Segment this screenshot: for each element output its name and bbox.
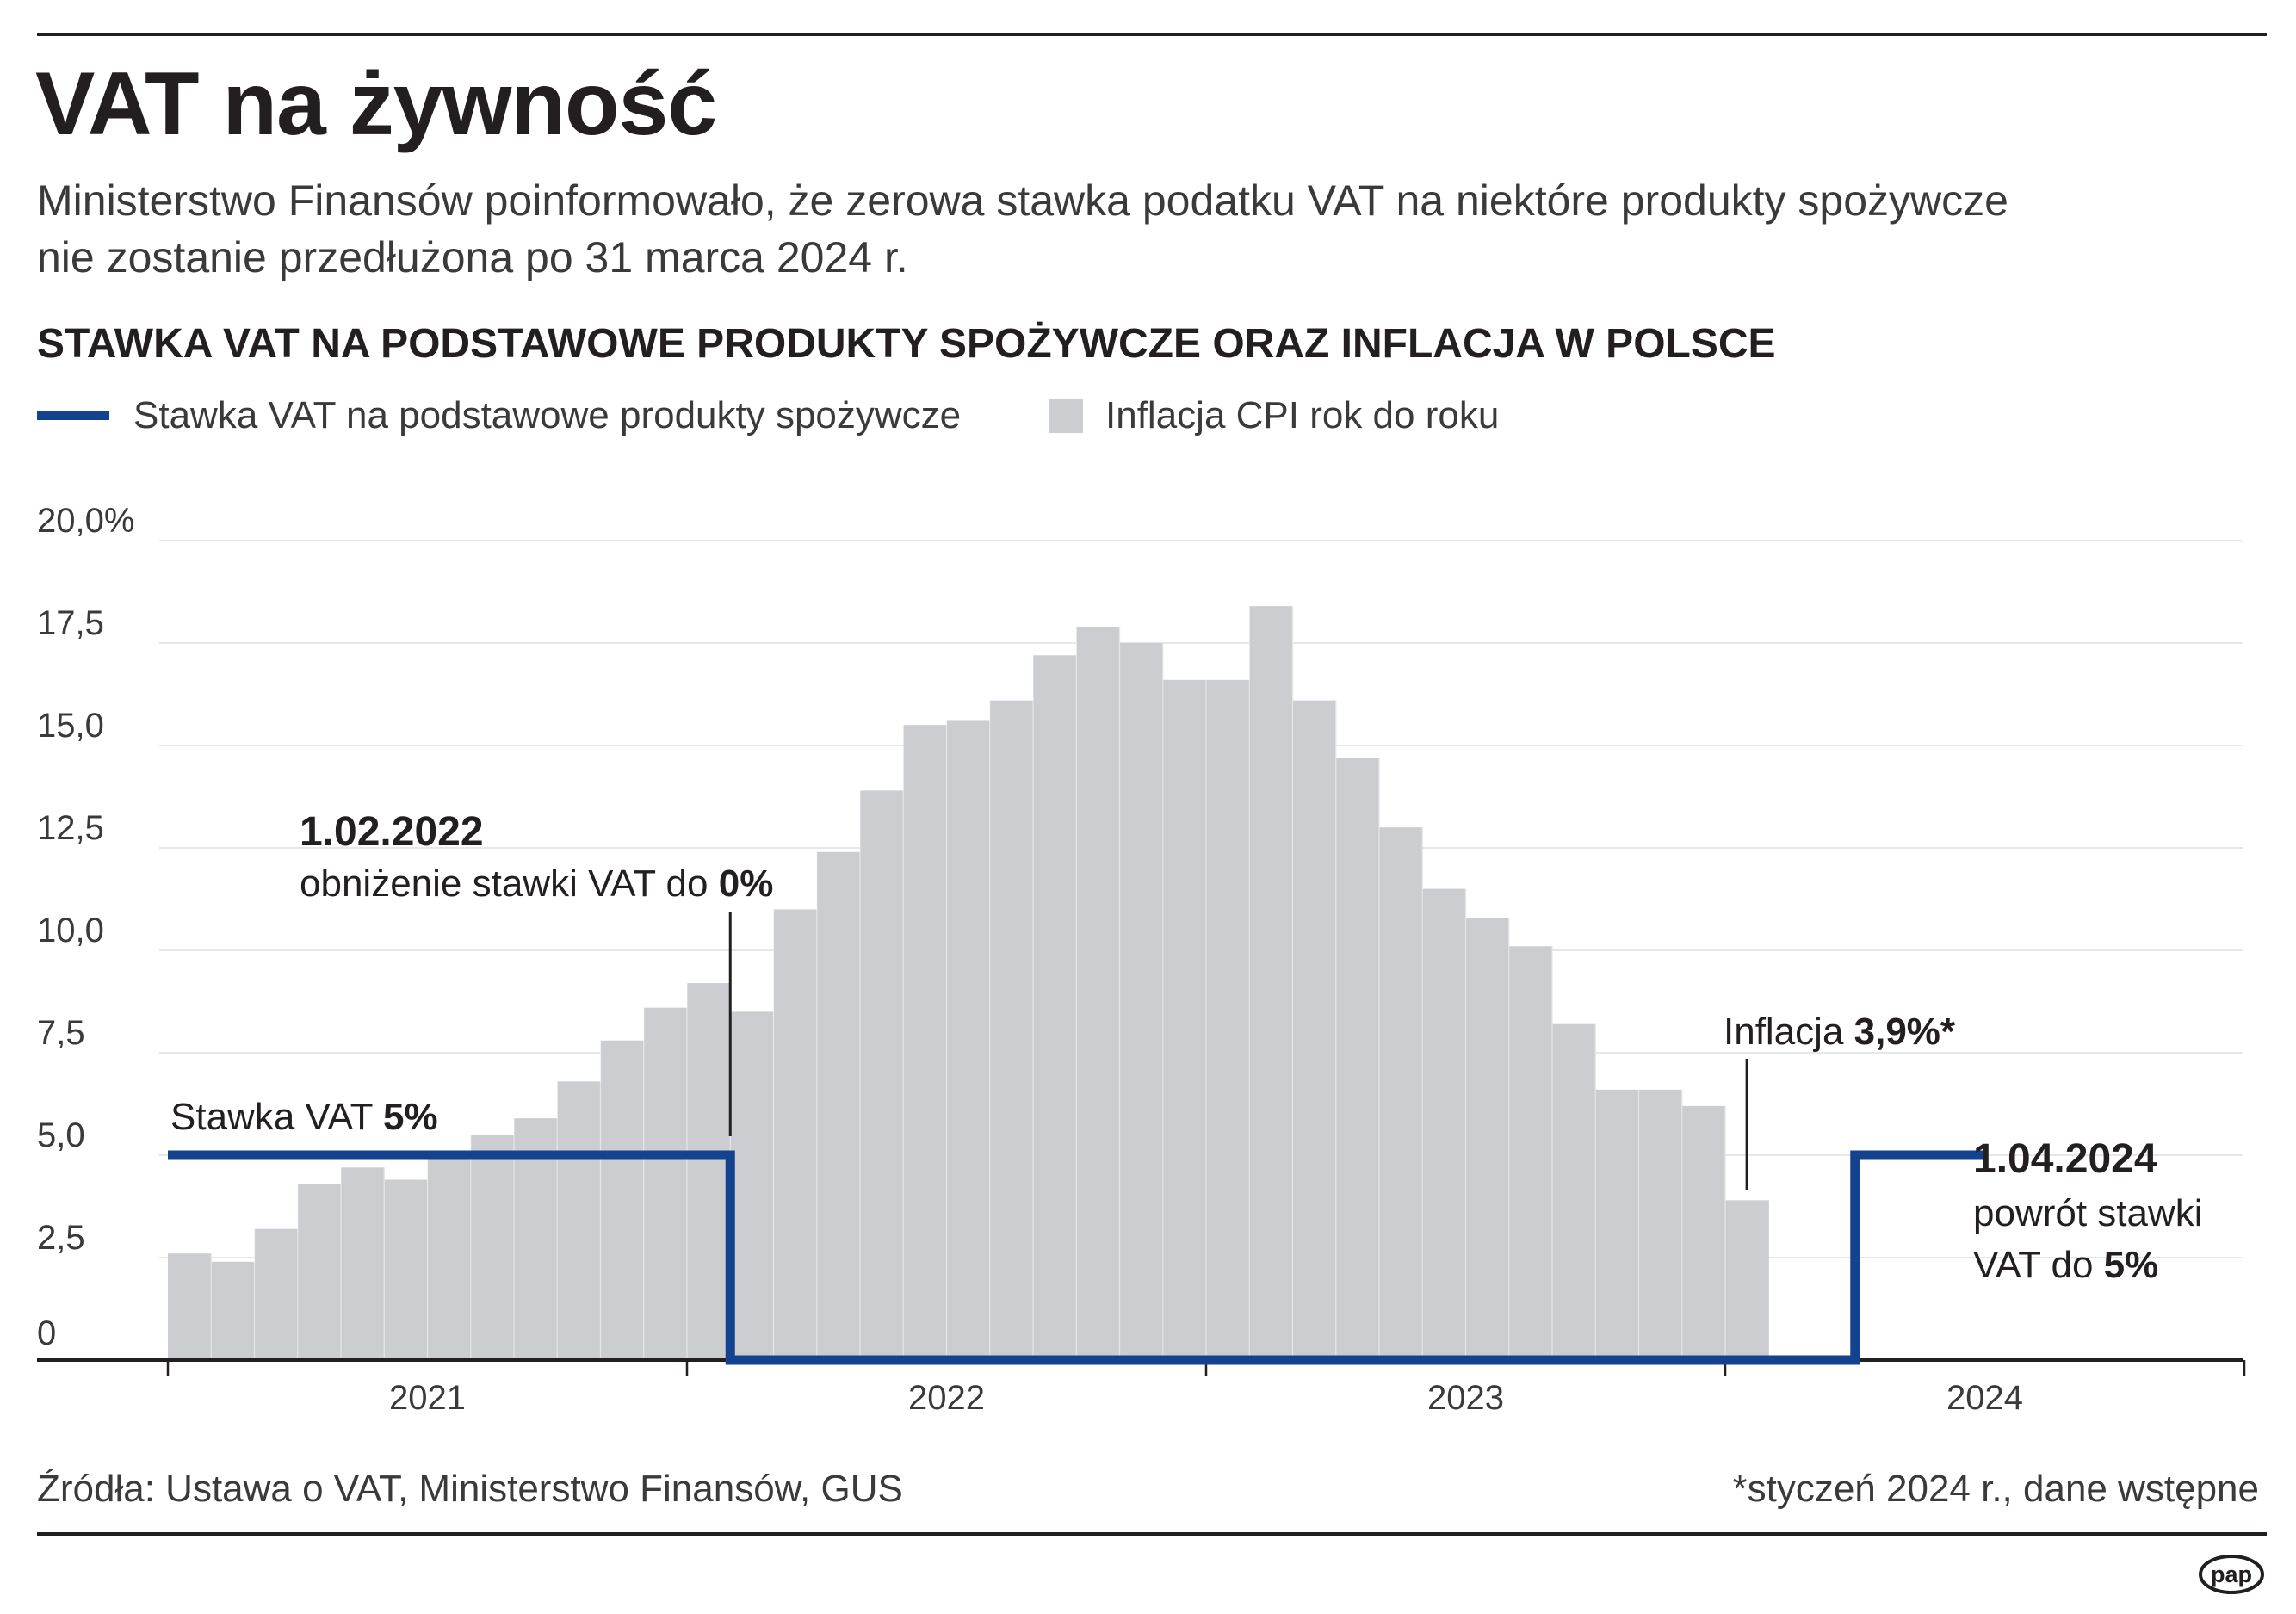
y-tick-label-1: 17,5 [37, 604, 104, 642]
cpi-bar-33 [1552, 1023, 1596, 1360]
annotation-apr2024_desc2-part-1: 5% [2104, 1244, 2159, 1286]
bar-layer [168, 606, 1769, 1360]
legend-vat-line-swatch [37, 411, 109, 420]
cpi-bar-11 [600, 1040, 645, 1360]
legend-item-cpi: Inflacja CPI rok do roku [1049, 392, 1499, 440]
top-rule [37, 33, 2267, 36]
cpi-bar-31 [1465, 917, 1510, 1360]
cpi-bar-1 [168, 1253, 212, 1360]
cpi-bar-12 [643, 1007, 688, 1360]
cpi-bar-4 [297, 1184, 342, 1360]
y-tick-label-8: 0 [37, 1314, 56, 1352]
annotation-feb2022_date-part-0: 1.02.2022 [300, 809, 484, 855]
legend-cpi-box-swatch [1049, 399, 1083, 433]
annotation-apr2024_desc2-part-0: VAT do [1973, 1244, 2104, 1286]
annotation-feb2022_date: 1.02.2022 [300, 809, 484, 855]
footer-rule [37, 1532, 2267, 1536]
vat-line-layer [168, 1150, 1985, 1365]
cpi-bar-16 [816, 851, 861, 1360]
y-tick-label-0: 20,0% [37, 502, 134, 540]
cpi-bar-17 [860, 790, 904, 1360]
cpi-bar-18 [903, 725, 948, 1360]
pap-logo-text: pap [2211, 1561, 2252, 1587]
cpi-bar-25 [1206, 679, 1250, 1360]
cpi-bar-14 [730, 1011, 775, 1360]
source-note: Źródła: Ustawa o VAT, Ministerstwo Finan… [37, 1468, 903, 1510]
cpi-bar-24 [1162, 679, 1207, 1360]
cpi-bar-21 [1033, 655, 1077, 1360]
annotation-feb2022_desc-part-1: 0% [719, 863, 774, 905]
subtitle-line-1: Ministerstwo Finansów poinformowało, że … [37, 176, 2008, 225]
x-tick-label-2022: 2022 [908, 1379, 985, 1417]
annotation-feb2022_desc-part-0: obniżenie stawki VAT do [300, 863, 719, 905]
annotation-vat5: Stawka VAT 5% [170, 1096, 438, 1138]
cpi-bar-32 [1508, 946, 1553, 1360]
footnote: *styczeń 2024 r., dane wstępne [1732, 1468, 2259, 1510]
cpi-bar-22 [1076, 626, 1121, 1360]
cpi-bar-2 [211, 1261, 256, 1360]
x-tick-layer: 2021 2022 2023 2024 [389, 1379, 2023, 1417]
annotation-infl-part-1: 3,9%* [1854, 1011, 1956, 1053]
subtitle: Ministerstwo Finansów poinformowało, że … [37, 172, 2008, 286]
cpi-bar-3 [254, 1228, 299, 1360]
legend-vat-label: Stawka VAT na podstawowe produkty spożyw… [133, 394, 962, 436]
annotation-feb2022_desc: obniżenie stawki VAT do 0% [300, 863, 773, 905]
pap-logo: pap [2199, 1555, 2264, 1594]
annotation-apr2024_date: 1.04.2024 [1973, 1136, 2157, 1182]
y-tick-label-4: 10,0 [37, 912, 104, 949]
y-tick-label-7: 2,5 [37, 1219, 85, 1257]
cpi-bar-34 [1595, 1089, 1640, 1360]
annotation-infl: Inflacja 3,9%* [1724, 1011, 1956, 1053]
subtitle-line-2: nie zostanie przedłużona po 31 marca 202… [37, 233, 908, 281]
y-tick-label-5: 7,5 [37, 1014, 85, 1052]
cpi-bar-5 [341, 1167, 385, 1360]
annotation-layer: Stawka VAT 5% 1.02.2022 obniżenie stawki V… [170, 809, 2203, 1286]
chart-title: STAWKA VAT NA PODSTAWOWE PRODUKTY SPOŻYW… [37, 321, 1776, 367]
cpi-bar-35 [1638, 1089, 1683, 1360]
cpi-bar-19 [946, 720, 991, 1360]
y-tick-label-6: 5,0 [37, 1116, 85, 1154]
legend-cpi-label: Inflacja CPI rok do roku [1105, 394, 1500, 436]
y-tick-layer: 20,0% 17,5 15,0 12,5 10,0 7,5 5,0 2,5 0 [37, 502, 134, 1352]
cpi-bar-28 [1335, 758, 1380, 1360]
x-tick-label-2021: 2021 [389, 1379, 466, 1417]
annotation-apr2024_desc1: powrót stawki [1973, 1192, 2203, 1234]
cpi-bar-15 [773, 909, 818, 1360]
cpi-bar-27 [1292, 700, 1337, 1360]
cpi-bar-29 [1379, 827, 1423, 1360]
cpi-bar-6 [384, 1179, 429, 1360]
x-tick-label-2024: 2024 [1946, 1379, 2023, 1417]
annotation-apr2024_desc1-part-0: powrót stawki [1973, 1192, 2203, 1234]
cpi-bar-23 [1119, 643, 1164, 1360]
cpi-bar-7 [427, 1155, 472, 1360]
annotation-infl-part-0: Inflacja [1724, 1011, 1854, 1053]
cpi-bar-26 [1249, 606, 1294, 1360]
y-tick-label-2: 15,0 [37, 707, 104, 745]
legend-item-vat: Stawka VAT na podstawowe produkty spożyw… [37, 392, 961, 440]
cpi-bar-8 [470, 1135, 515, 1360]
cpi-bar-13 [687, 983, 731, 1360]
y-tick-label-3: 12,5 [37, 809, 104, 847]
chart-svg: 20,0% 17,5 15,0 12,5 10,0 7,5 5,0 2,5 0 2021 2022… [37, 502, 2246, 1417]
page-title: VAT na żywność [35, 54, 717, 154]
annotation-vat5-part-0: Stawka VAT [170, 1096, 383, 1138]
cpi-bar-36 [1681, 1105, 1726, 1360]
annotation-apr2024_date-part-0: 1.04.2024 [1973, 1136, 2157, 1182]
cpi-bar-10 [557, 1081, 602, 1360]
cpi-bar-20 [989, 700, 1034, 1360]
annotation-apr2024_desc2: VAT do 5% [1973, 1244, 2158, 1286]
annotation-vat5-part-1: 5% [383, 1096, 438, 1138]
leader-layer [728, 912, 1748, 1190]
cpi-bar-37 [1725, 1200, 1769, 1360]
x-tick-label-2023: 2023 [1427, 1379, 1504, 1417]
cpi-bar-30 [1422, 888, 1467, 1360]
vat-step-line [168, 1150, 1985, 1365]
